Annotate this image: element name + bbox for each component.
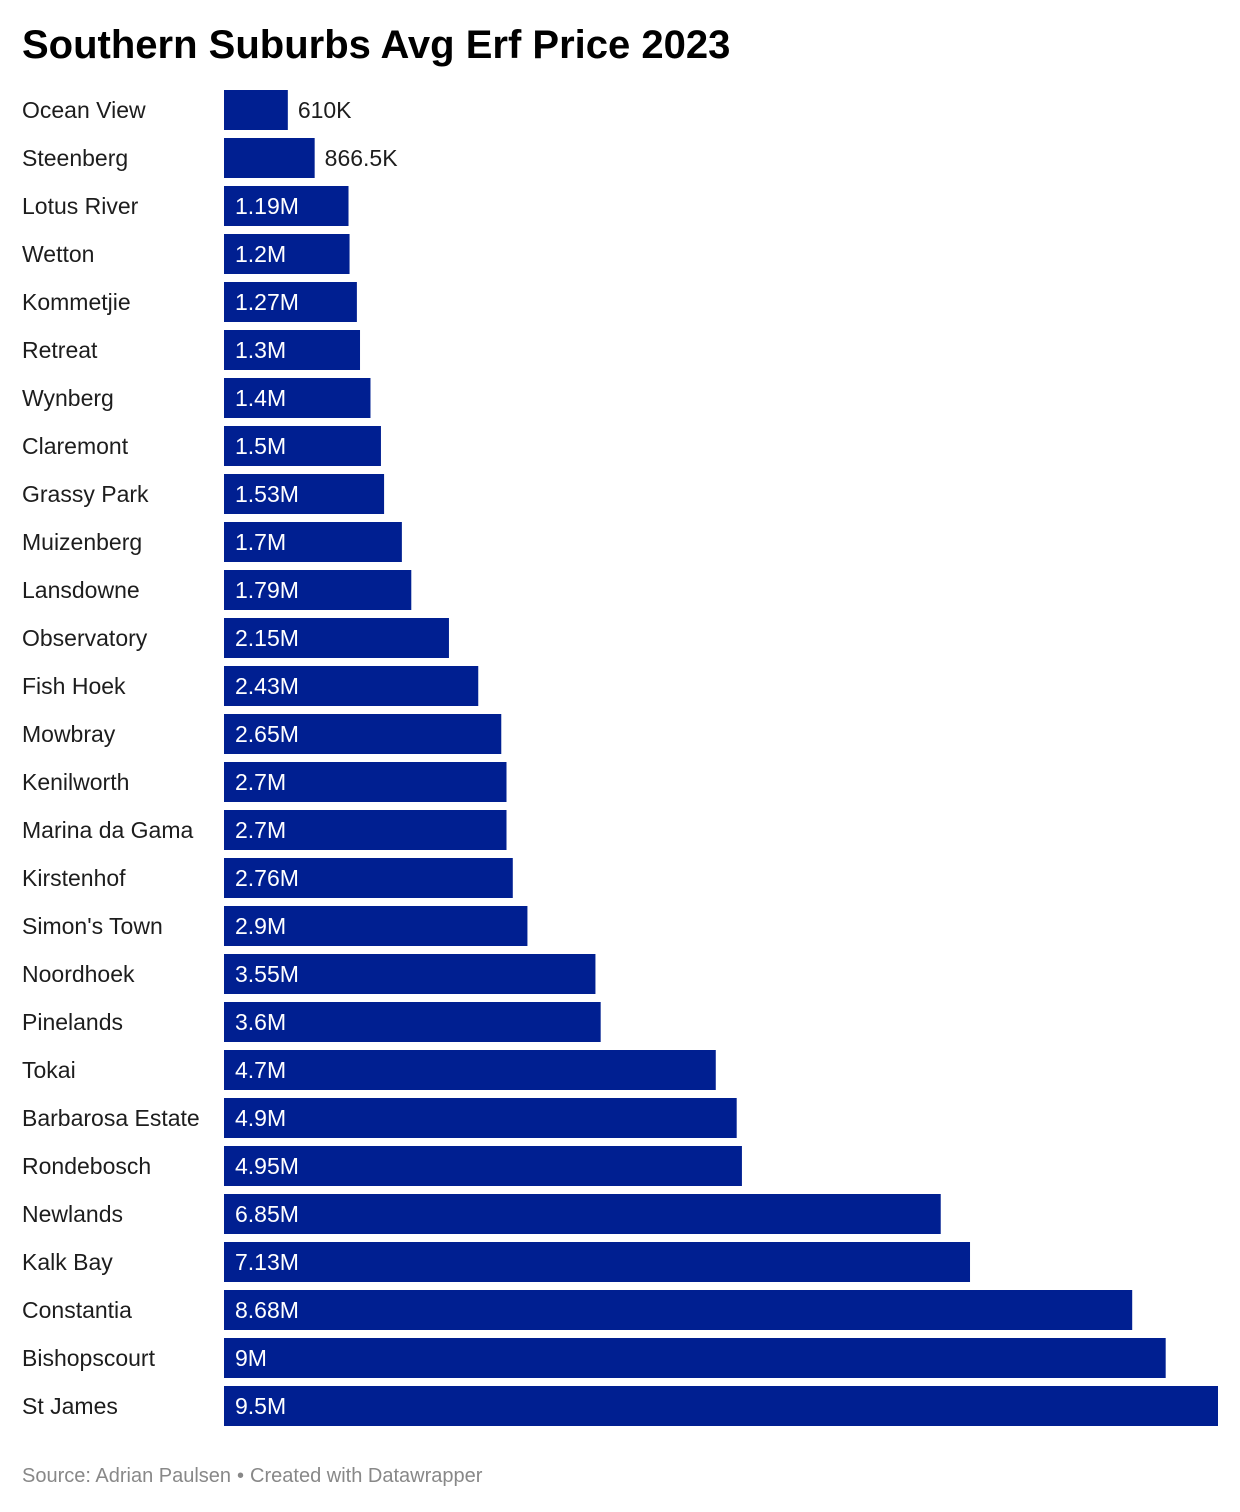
bar-chart: Ocean View 610K Steenberg 866.5K Lotus River… [22, 90, 1218, 1426]
category-label-barbarosa-estate: Barbarosa Estate [22, 1105, 200, 1131]
value-label-st-james: 9.5M [235, 1393, 286, 1419]
bar-fish-hoek [224, 666, 479, 706]
category-label-muizenberg: Muizenberg [22, 529, 142, 555]
category-label-mowbray: Mowbray [22, 721, 116, 747]
bar-observatory [224, 618, 449, 658]
category-label-kalk-bay: Kalk Bay [22, 1249, 113, 1275]
category-label-kommetjie: Kommetjie [22, 289, 131, 315]
value-label-wetton: 1.2M [235, 241, 286, 267]
value-label-muizenberg: 1.7M [235, 529, 286, 555]
category-label-lotus-river: Lotus River [22, 193, 139, 219]
bar-kommetjie [224, 282, 357, 322]
bar-newlands [224, 1194, 941, 1234]
bar-rondebosch [224, 1146, 742, 1186]
chart-title: Southern Suburbs Avg Erf Price 2023 [22, 23, 731, 67]
value-label-ocean-view: 610K [298, 97, 352, 123]
value-label-kalk-bay: 7.13M [235, 1249, 299, 1275]
bar-wynberg [224, 378, 371, 418]
footer: Source: Adrian Paulsen • Created with Data… [22, 1465, 482, 1488]
category-label-retreat: Retreat [22, 337, 98, 363]
value-label-noordhoek: 3.55M [235, 961, 299, 987]
bar-kalk-bay [224, 1242, 971, 1282]
bar-bishopscourt [224, 1338, 1166, 1378]
category-label-grassy-park: Grassy Park [22, 481, 149, 507]
bar-simon-s-town [224, 906, 528, 946]
footer-source: Source: Adrian Paulsen [22, 1465, 232, 1487]
bar-st-james [224, 1386, 1218, 1426]
bar-pinelands [224, 1002, 601, 1042]
category-label-tokai: Tokai [22, 1057, 76, 1083]
category-label-pinelands: Pinelands [22, 1009, 123, 1035]
category-label-rondebosch: Rondebosch [22, 1153, 151, 1179]
value-label-kenilworth: 2.7M [235, 769, 286, 795]
bar-tokai [224, 1050, 716, 1090]
bar-kenilworth [224, 762, 507, 802]
bar-muizenberg [224, 522, 402, 562]
category-label-kenilworth: Kenilworth [22, 769, 129, 795]
value-label-kirstenhof: 2.76M [235, 865, 299, 891]
bar-grassy-park [224, 474, 385, 514]
value-label-wynberg: 1.4M [235, 385, 286, 411]
bar-mowbray [224, 714, 502, 754]
value-label-pinelands: 3.6M [235, 1009, 286, 1035]
value-label-fish-hoek: 2.43M [235, 673, 299, 699]
category-label-steenberg: Steenberg [22, 145, 128, 171]
category-label-noordhoek: Noordhoek [22, 961, 135, 987]
bar-claremont [224, 426, 381, 466]
bar-marina-da-gama [224, 810, 507, 850]
category-label-constantia: Constantia [22, 1297, 132, 1323]
bar-ocean-view [224, 90, 288, 130]
value-label-kommetjie: 1.27M [235, 289, 299, 315]
value-label-retreat: 1.3M [235, 337, 286, 363]
category-label-lansdowne: Lansdowne [22, 577, 140, 603]
category-label-st-james: St James [22, 1393, 118, 1419]
category-label-kirstenhof: Kirstenhof [22, 865, 126, 891]
category-label-wynberg: Wynberg [22, 385, 114, 411]
value-label-constantia: 8.68M [235, 1297, 299, 1323]
value-label-newlands: 6.85M [235, 1201, 299, 1227]
category-label-observatory: Observatory [22, 625, 148, 651]
value-label-bishopscourt: 9M [235, 1345, 267, 1371]
category-label-ocean-view: Ocean View [22, 97, 146, 123]
value-label-steenberg: 866.5K [325, 145, 399, 171]
bar-steenberg [224, 138, 315, 178]
category-label-newlands: Newlands [22, 1201, 123, 1227]
bar-barbarosa-estate [224, 1098, 737, 1138]
bar-constantia [224, 1290, 1133, 1330]
value-label-lansdowne: 1.79M [235, 577, 299, 603]
value-label-tokai: 4.7M [235, 1057, 286, 1083]
category-label-claremont: Claremont [22, 433, 129, 459]
bar-lansdowne [224, 570, 412, 610]
bar-wetton [224, 234, 350, 274]
value-label-lotus-river: 1.19M [235, 193, 299, 219]
value-label-grassy-park: 1.53M [235, 481, 299, 507]
category-label-bishopscourt: Bishopscourt [22, 1345, 156, 1371]
footer-separator: • [237, 1465, 245, 1487]
value-label-rondebosch: 4.95M [235, 1153, 299, 1179]
value-label-simon-s-town: 2.9M [235, 913, 286, 939]
category-label-fish-hoek: Fish Hoek [22, 673, 126, 699]
value-label-observatory: 2.15M [235, 625, 299, 651]
bar-retreat [224, 330, 361, 370]
footer-credit: Created with Datawrapper [250, 1465, 483, 1487]
value-label-mowbray: 2.65M [235, 721, 299, 747]
bar-kirstenhof [224, 858, 513, 898]
bar-lotus-river [224, 186, 349, 226]
value-label-claremont: 1.5M [235, 433, 286, 459]
category-label-simon-s-town: Simon's Town [22, 913, 163, 939]
bar-noordhoek [224, 954, 596, 994]
value-label-barbarosa-estate: 4.9M [235, 1105, 286, 1131]
category-label-marina-da-gama: Marina da Gama [22, 817, 194, 843]
value-label-marina-da-gama: 2.7M [235, 817, 286, 843]
category-label-wetton: Wetton [22, 241, 94, 267]
